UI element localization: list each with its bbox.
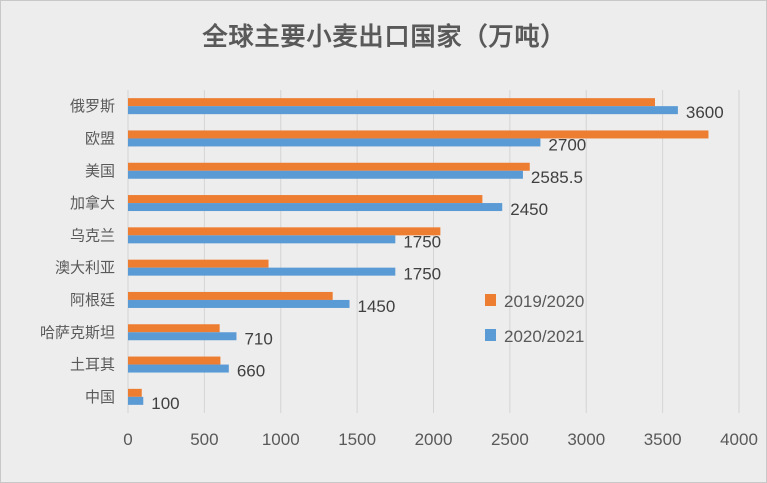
- data-label: 1450: [357, 297, 395, 316]
- bar-2019-2020: [128, 162, 530, 171]
- category-label: 俄罗斯: [70, 97, 115, 115]
- bar-2019-2020: [128, 259, 269, 268]
- category-label: 乌克兰: [70, 226, 115, 244]
- bar-2020-2021: [128, 396, 144, 405]
- chart-title: 全球主要小麦出口国家（万吨）: [202, 22, 567, 51]
- category-label: 哈萨克斯坦: [40, 323, 115, 341]
- legend-label: 2019/2020: [504, 292, 584, 311]
- bar-2019-2020: [128, 356, 221, 365]
- data-label: 660: [237, 362, 265, 381]
- category-label: 土耳其: [70, 356, 115, 374]
- bar-2020-2021: [128, 332, 237, 341]
- x-tick-label: 1500: [338, 430, 376, 449]
- category-label: 欧盟: [85, 129, 115, 147]
- data-label: 710: [244, 329, 272, 348]
- bar-2019-2020: [128, 324, 220, 333]
- bar-2020-2021: [128, 364, 229, 373]
- category-label: 澳大利亚: [55, 259, 115, 277]
- bar-2020-2021: [128, 138, 541, 147]
- bar-2019-2020: [128, 195, 483, 204]
- bar-2020-2021: [128, 267, 396, 276]
- data-label: 1750: [403, 265, 441, 284]
- x-tick-label: 2000: [415, 430, 453, 449]
- x-tick-label: 500: [190, 430, 218, 449]
- data-label: 100: [151, 394, 179, 413]
- bar-2020-2021: [128, 170, 523, 179]
- category-label: 美国: [85, 162, 115, 180]
- bar-2019-2020: [128, 291, 333, 300]
- data-label: 2450: [510, 200, 548, 219]
- legend-label: 2020/2021: [504, 327, 584, 346]
- x-tick-label: 2500: [491, 430, 529, 449]
- x-tick-label: 1000: [262, 430, 300, 449]
- category-label: 加拿大: [70, 194, 115, 212]
- bar-2020-2021: [128, 106, 678, 115]
- x-tick-label: 0: [123, 430, 132, 449]
- data-label: 1750: [403, 232, 441, 251]
- x-tick-label: 4000: [720, 430, 758, 449]
- data-label: 3600: [686, 103, 724, 122]
- x-tick-label: 3500: [644, 430, 682, 449]
- legend-swatch: [485, 294, 496, 306]
- bar-2019-2020: [128, 130, 709, 139]
- category-label: 中国: [85, 388, 115, 406]
- bar-2020-2021: [128, 235, 396, 244]
- bar-2020-2021: [128, 299, 350, 308]
- bar-2019-2020: [128, 98, 655, 107]
- bar-2020-2021: [128, 203, 503, 212]
- bar-2019-2020: [128, 388, 142, 397]
- data-label: 2700: [548, 135, 586, 154]
- bar-2019-2020: [128, 227, 441, 236]
- category-label: 阿根廷: [70, 291, 115, 309]
- legend-swatch: [485, 329, 496, 341]
- data-label: 2585.5: [531, 168, 583, 187]
- x-tick-label: 3000: [567, 430, 605, 449]
